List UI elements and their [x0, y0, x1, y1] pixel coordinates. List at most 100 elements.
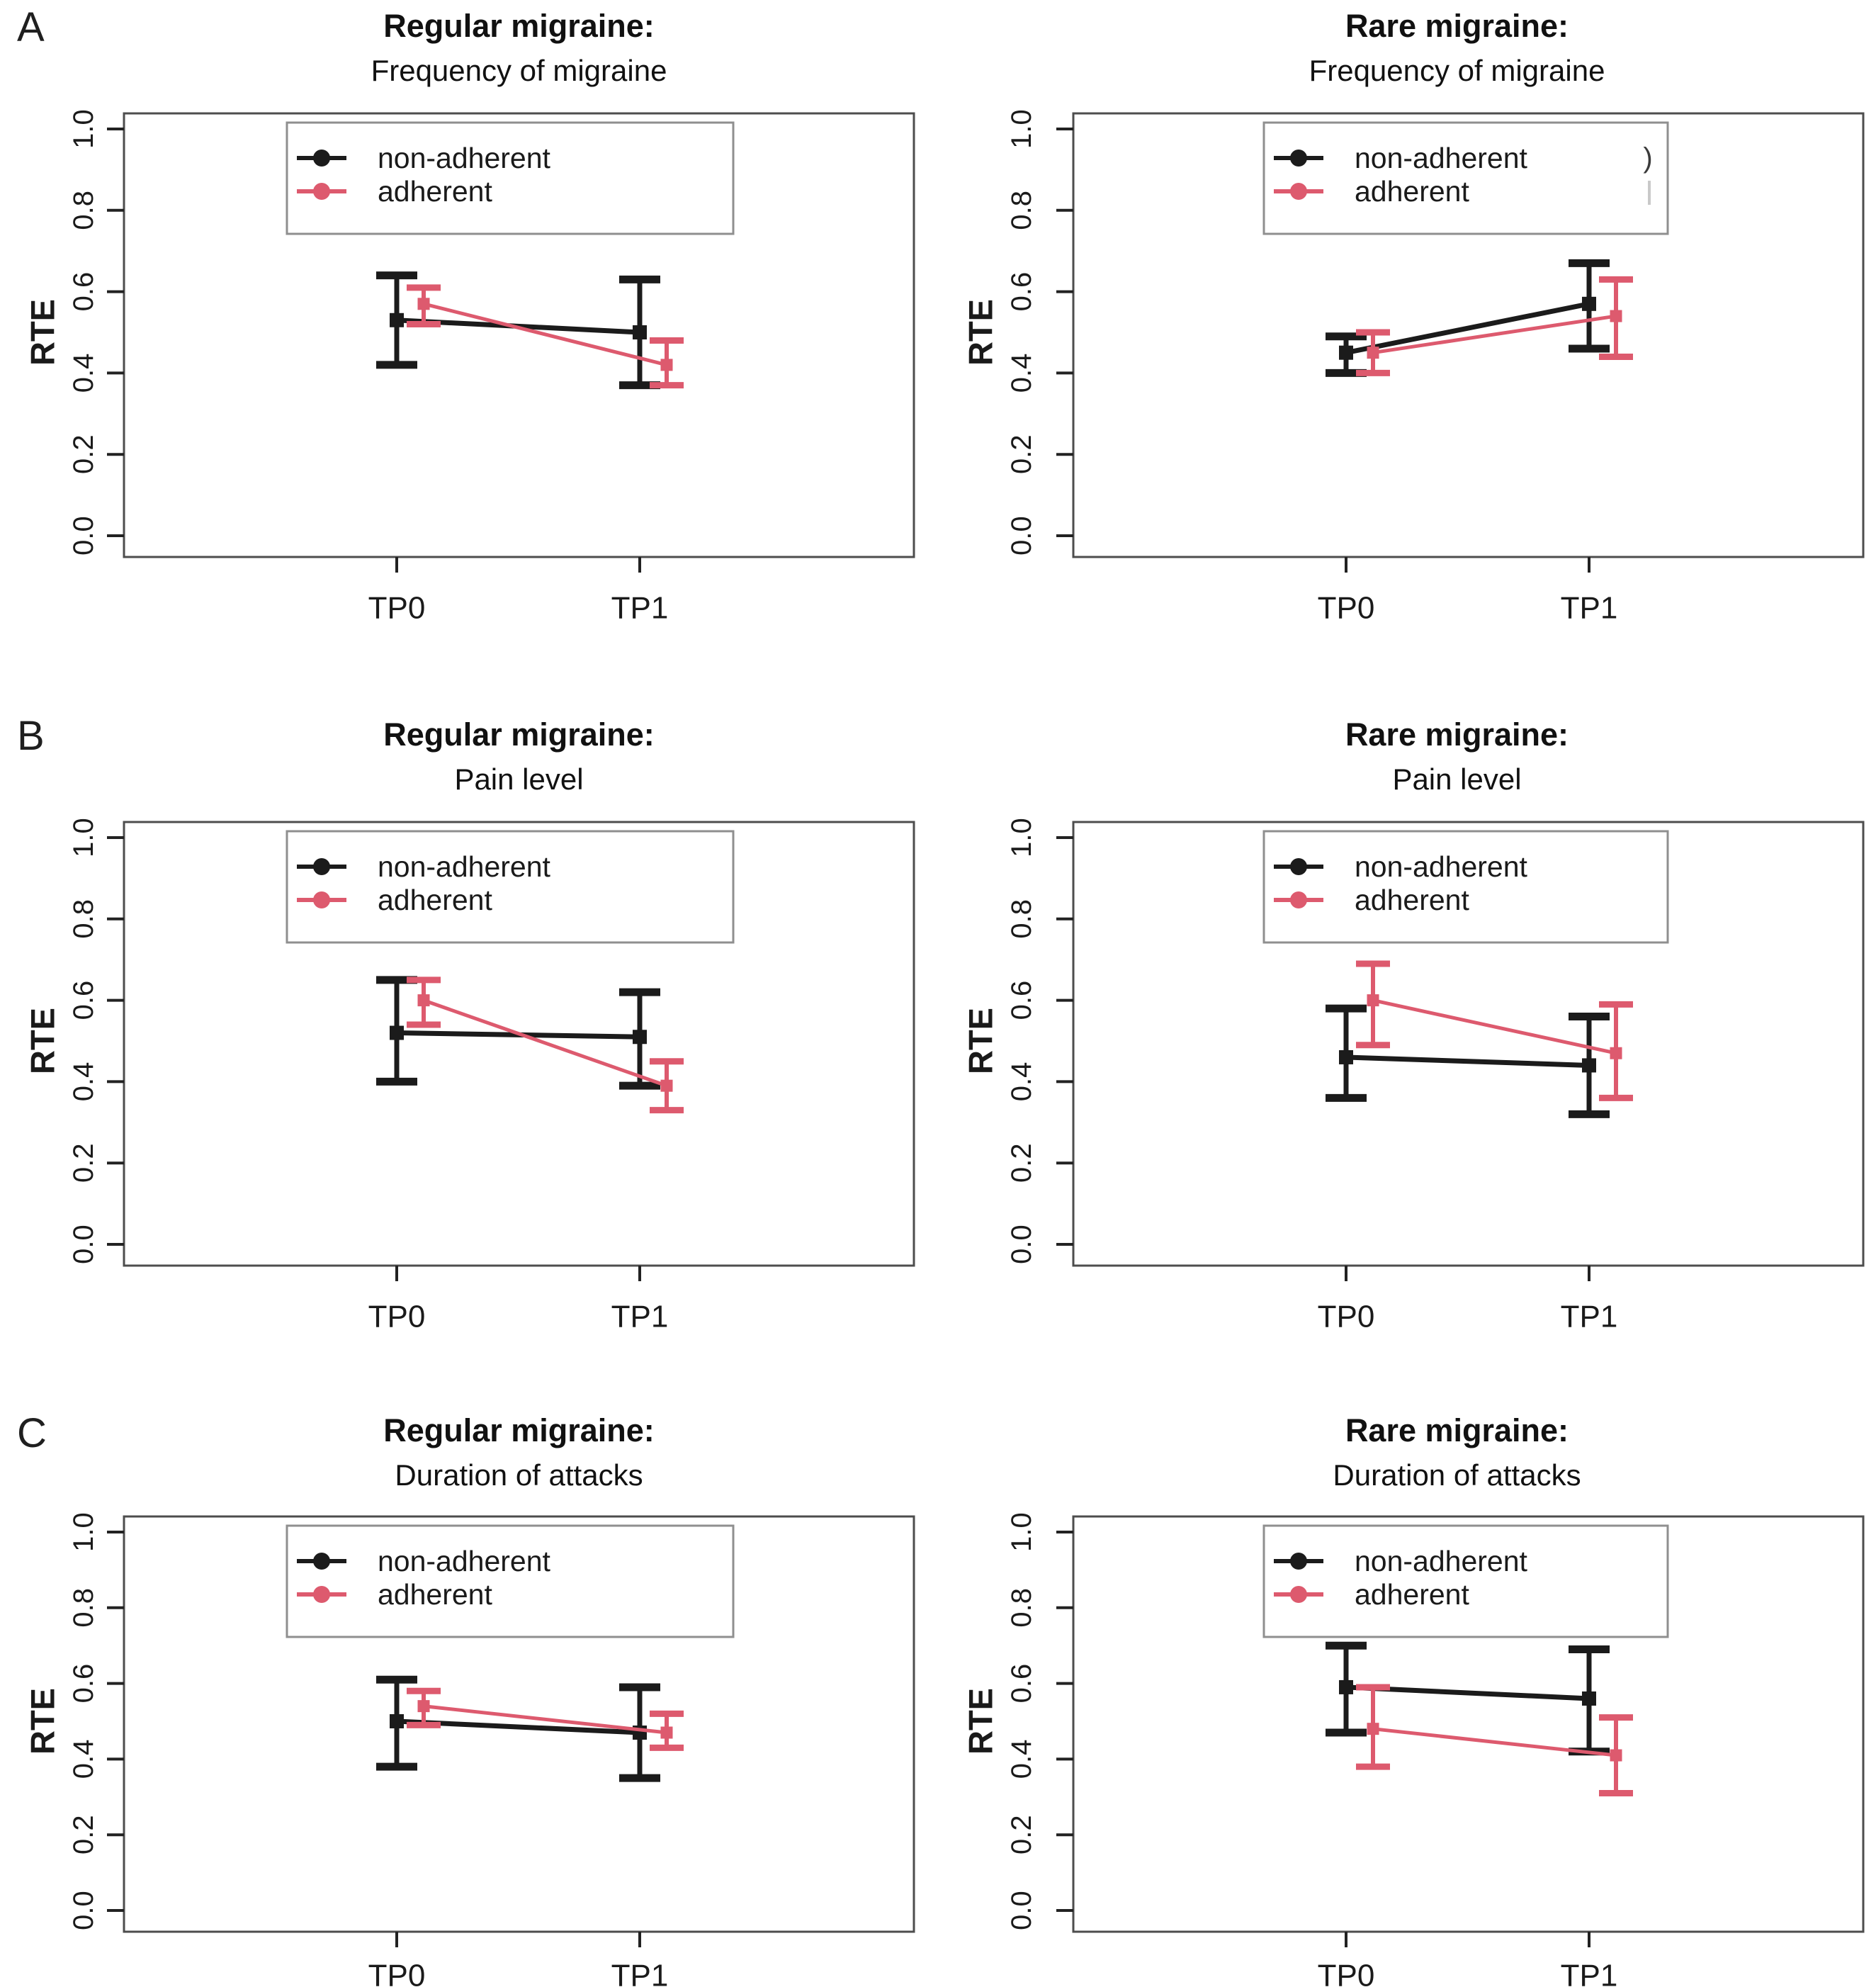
- legend-label: non-adherent: [1355, 850, 1528, 883]
- y-tick-label: 0.8: [1006, 191, 1037, 230]
- plot-box: [123, 1515, 915, 1933]
- data-point-marker: [1367, 1723, 1379, 1735]
- x-tick-label: TP0: [368, 591, 426, 626]
- y-tick-label: 0.0: [68, 1891, 99, 1930]
- plot-box: [1072, 112, 1865, 558]
- chart-plot-a-left: 0.0 0.2 0.4 0.6 0.8 1.0 RTE TP0 TP1 non-adherenta…: [24, 109, 915, 626]
- chart-panel-c-right: Rare migraine: Duration of attacks 0.0 0.…: [938, 1346, 1876, 1987]
- y-tick-label: 0.0: [1006, 1225, 1037, 1264]
- data-point-marker: [1367, 347, 1379, 359]
- figure-row-b: B Regular migraine: Pain level 0.0 0.2 0.4…: [0, 673, 1876, 1346]
- y-tick-label: 1.0: [1006, 1512, 1037, 1552]
- data-point-marker: [417, 1700, 430, 1713]
- series-non-adherent: [376, 271, 660, 390]
- legend-key-dot: [313, 183, 330, 200]
- y-axis: 0.0 0.2 0.4 0.6 0.8 1.0 RTE: [24, 1512, 124, 1930]
- chart-title: Regular migraine: Pain level: [124, 719, 914, 794]
- plot-box: [1072, 821, 1865, 1267]
- y-axis-label: RTE: [24, 1008, 62, 1074]
- x-tick-label: TP0: [368, 1300, 426, 1334]
- figure-row-a: A Regular migraine: Frequency of migrain…: [0, 0, 1876, 673]
- x-tick-label: TP0: [1318, 1300, 1375, 1334]
- y-tick-label: 1.0: [68, 109, 99, 149]
- chart-plot-c-right: 0.0 0.2 0.4 0.6 0.8 1.0 RTE TP0 TP1 non-adherenta…: [962, 1512, 1865, 1987]
- data-point-marker: [633, 1030, 647, 1045]
- x-tick-label: TP1: [611, 591, 669, 626]
- y-tick-label: 0.6: [68, 1664, 99, 1704]
- series-line: [1372, 314, 1617, 355]
- y-axis-label: RTE: [24, 299, 62, 366]
- legend-box: [1262, 121, 1669, 235]
- legend-label: non-adherent: [378, 850, 551, 883]
- chart-title-line1: Rare migraine:: [1345, 8, 1569, 44]
- series-adherent: [1356, 1684, 1633, 1796]
- x-axis: TP0 TP1: [1318, 557, 1618, 626]
- data-point-marker: [660, 1079, 673, 1092]
- legend-label: adherent: [378, 1578, 492, 1611]
- data-point-marker: [633, 325, 647, 339]
- legend-key-dot: [1290, 1553, 1307, 1570]
- x-tick-label: TP1: [611, 1959, 669, 1987]
- x-axis: TP0 TP1: [368, 1932, 669, 1987]
- y-tick-label: 0.6: [1006, 272, 1037, 312]
- legend-label: adherent: [378, 884, 492, 916]
- data-point-marker: [1610, 1047, 1622, 1059]
- y-tick-label: 0.0: [68, 516, 99, 556]
- legend-label: non-adherent: [1355, 1545, 1528, 1577]
- chart-title: Rare migraine: Duration of attacks: [1062, 1414, 1852, 1490]
- data-point-marker: [417, 298, 430, 310]
- legend-key-dot: [1290, 1586, 1307, 1603]
- x-tick-label: TP0: [1318, 1959, 1375, 1987]
- data-point-marker: [1339, 1679, 1353, 1694]
- chart-plot-a-right: 0.0 0.2 0.4 0.6 0.8 1.0 RTE TP0 TP1 non-adherenta…: [962, 109, 1865, 626]
- series-line: [1345, 1054, 1590, 1068]
- legend-key-dot: [313, 891, 330, 908]
- y-tick-label: 0.6: [68, 272, 99, 312]
- legend-label: adherent: [1355, 884, 1469, 916]
- y-tick-label: 0.8: [68, 899, 99, 939]
- chart-title-line1: Regular migraine:: [383, 1412, 655, 1448]
- x-tick-label: TP1: [1561, 591, 1618, 626]
- chart-title-line1: Regular migraine:: [383, 8, 655, 44]
- legend-box: [1262, 1524, 1669, 1638]
- data-point-marker: [660, 359, 673, 371]
- legend-label: non-adherent: [378, 142, 551, 174]
- y-tick-label: 0.8: [68, 1588, 99, 1628]
- chart-title-line1: Rare migraine:: [1345, 716, 1569, 753]
- legend-box: [286, 1524, 735, 1638]
- series-non-adherent: [1326, 1004, 1610, 1118]
- chart-title: Regular migraine: Frequency of migraine: [124, 10, 914, 86]
- y-tick-label: 0.6: [68, 981, 99, 1020]
- x-axis: TP0 TP1: [368, 1266, 668, 1334]
- data-point-marker: [1339, 1049, 1353, 1064]
- series-adherent: [407, 976, 684, 1114]
- plot-box: [123, 821, 915, 1267]
- series-line: [1372, 1727, 1617, 1757]
- x-axis: TP0 TP1: [368, 557, 669, 626]
- chart-title-line1: Rare migraine:: [1345, 1412, 1569, 1448]
- data-point-marker: [1610, 1749, 1622, 1762]
- chart-title-line2: Frequency of migraine: [371, 54, 667, 87]
- data-point-marker: [390, 313, 404, 327]
- legend-key-dot: [313, 1553, 330, 1570]
- legend-label: non-adherent: [1355, 142, 1528, 174]
- chart-panel-c-left: Regular migraine: Duration of attacks 0.…: [0, 1346, 938, 1987]
- chart-panel-b-right: Rare migraine: Pain level 0.0 0.2 0.4 0.6 0.…: [938, 673, 1876, 1346]
- x-axis: TP0 TP1: [1318, 1266, 1617, 1334]
- x-tick-label: TP0: [1318, 591, 1375, 626]
- y-axis: 0.0 0.2 0.4 0.6 0.8 1.0 RTE: [962, 109, 1073, 556]
- data-point-marker: [1367, 994, 1379, 1007]
- chart-panel-a-right: Rare migraine: Frequency of migraine 0.0…: [938, 0, 1876, 673]
- legend-key-dot: [313, 150, 330, 167]
- series-non-adherent: [1326, 1641, 1610, 1756]
- y-axis: 0.0 0.2 0.4 0.6 0.8 1.0 RTE: [24, 818, 124, 1264]
- data-point-marker: [1610, 310, 1622, 322]
- chart-title-line1: Regular migraine:: [383, 716, 655, 753]
- y-tick-label: 0.4: [1006, 354, 1037, 393]
- chart-title-line2: Frequency of migraine: [1309, 54, 1605, 87]
- series-line: [423, 998, 667, 1088]
- y-tick-label: 0.6: [1006, 981, 1037, 1020]
- series-adherent: [1356, 960, 1633, 1101]
